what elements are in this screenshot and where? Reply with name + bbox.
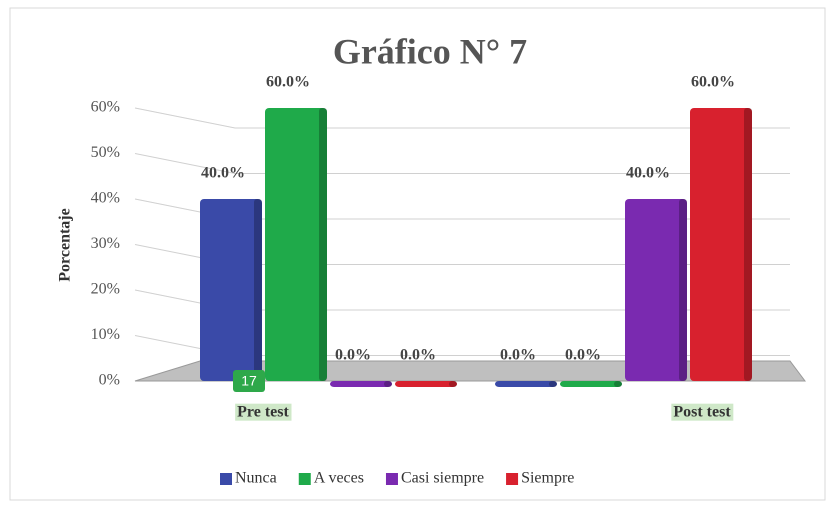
- y-axis-label: Porcentaje: [57, 208, 74, 281]
- grid-line: [134, 107, 790, 129]
- grid-line: [134, 153, 790, 174]
- bar: [330, 381, 392, 387]
- bar-side: [679, 199, 687, 381]
- value-label: 40.0%: [626, 165, 670, 182]
- y-tick-label: 60%: [91, 99, 120, 116]
- bar-face: [690, 108, 752, 381]
- value-label: 60.0%: [266, 74, 310, 91]
- legend-swatch: [298, 473, 311, 485]
- bar-face: [330, 381, 392, 387]
- bar-side: [549, 381, 557, 387]
- value-label: 60.0%: [691, 74, 735, 91]
- bar: [200, 199, 262, 381]
- x-tick-label: Post test: [673, 404, 731, 421]
- y-tick-label: 50%: [91, 144, 120, 161]
- bar: [625, 199, 687, 381]
- x-tick-highlight: [235, 403, 292, 421]
- value-label: 0.0%: [400, 347, 436, 364]
- bar-face: [625, 199, 687, 381]
- legend-label: Casi siempre: [401, 470, 484, 487]
- value-label: 40.0%: [201, 165, 245, 182]
- bar-side: [744, 108, 752, 381]
- badge: [233, 370, 265, 392]
- y-tick-label: 30%: [91, 235, 120, 252]
- bar-face: [495, 381, 557, 387]
- chart-title: Gráfico N° 7: [333, 31, 527, 71]
- bar: [265, 108, 327, 381]
- legend-swatch: [220, 473, 232, 485]
- value-label: 0.0%: [500, 347, 536, 364]
- bar-side: [384, 381, 392, 387]
- y-tick-label: 20%: [91, 281, 120, 298]
- bar-face: [560, 381, 622, 387]
- bar: [395, 381, 457, 387]
- badge-text: 17: [241, 373, 257, 389]
- y-tick-label: 10%: [91, 326, 120, 343]
- legend-swatch: [506, 473, 519, 485]
- bar-face: [395, 381, 457, 387]
- bar-side: [449, 381, 457, 387]
- x-tick-label: Pre test: [237, 404, 289, 421]
- bar: [690, 108, 752, 381]
- y-tick-label: 0%: [99, 372, 120, 389]
- y-tick-label: 40%: [91, 190, 120, 207]
- bar-side: [319, 108, 327, 381]
- bar-face: [265, 108, 327, 381]
- legend-swatch: [385, 473, 398, 485]
- legend-label: Siempre: [521, 470, 574, 487]
- value-label: 0.0%: [335, 347, 371, 364]
- bar-side: [614, 381, 622, 387]
- bar-side: [254, 199, 262, 381]
- legend-label: A veces: [314, 470, 364, 487]
- legend-label: Nunca: [235, 470, 277, 487]
- bar-face: [200, 199, 262, 381]
- bar: [560, 381, 622, 387]
- bar: [495, 381, 557, 387]
- x-tick-highlight: [671, 403, 734, 421]
- value-label: 0.0%: [565, 347, 601, 364]
